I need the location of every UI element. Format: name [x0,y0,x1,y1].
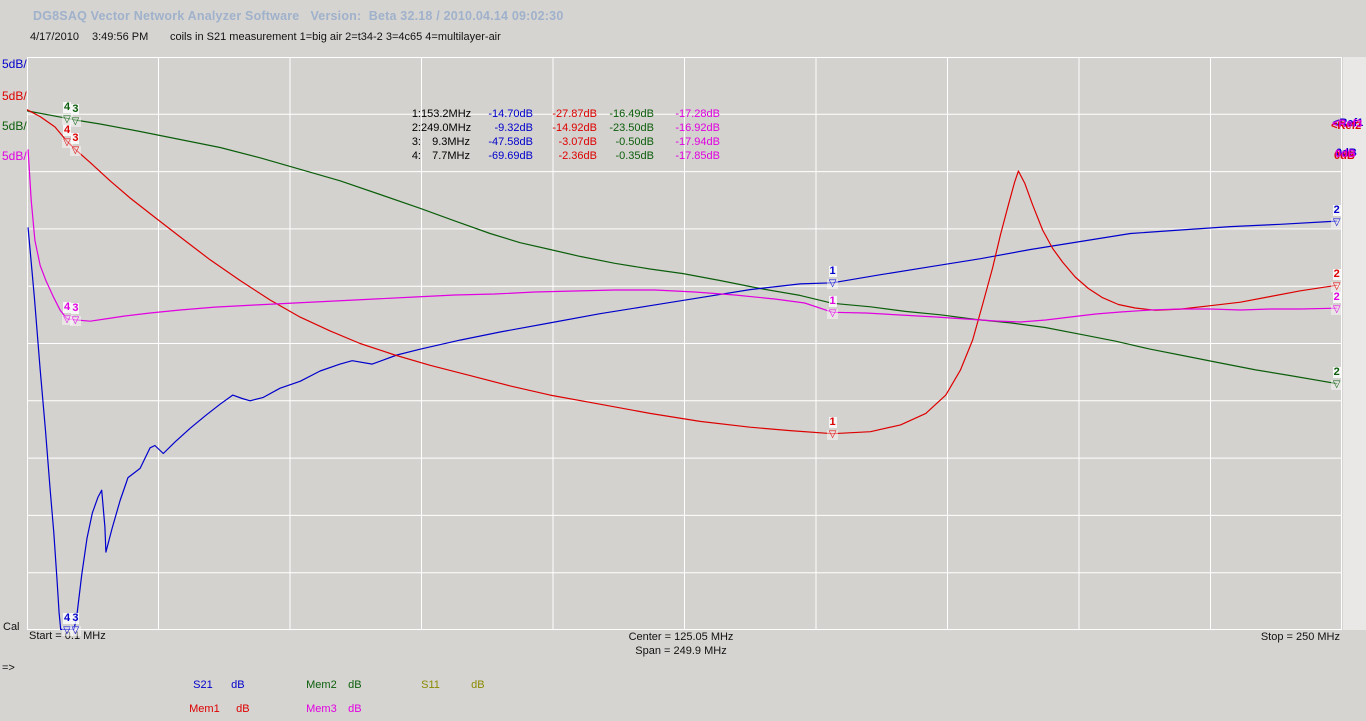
trace-mem3[interactable] [27,149,1338,323]
marker-index: 4: [411,150,421,162]
ref-level-label-trace1[interactable]: <Ref1 0dB [1333,98,1363,168]
start-frequency-label[interactable]: Start = 0.1 MHz [29,630,106,642]
marker-value: -17.94dB [675,136,720,148]
trace-unit-mem3[interactable]: dB [348,703,362,715]
trace-unit-mem2[interactable]: dB [348,679,362,691]
sweep-comment: coils in S21 measurement 1=big air 2=t34… [170,31,501,43]
ref-level-label-trace2[interactable]: <Ref2 0dB [1331,101,1361,171]
ref-db-label: 0dB [1335,148,1356,160]
trace-s21[interactable] [27,220,1338,630]
marker-value: -0.50dB [615,136,654,148]
marker-value: -17.28dB [675,108,720,120]
timestamp-time: 3:49:56 PM [92,31,149,43]
marker-frequency: 153.2MHz [421,108,472,120]
legend-item-mem3: Mem3 dB [300,691,362,715]
trace-mem1[interactable] [27,109,1338,435]
app-title: DG8SAQ Vector Network Analyzer Software … [33,9,564,23]
marker-value: -3.07dB [558,136,597,148]
scale-label-mem2[interactable]: 5dB/ [2,119,27,133]
marker-value: -2.36dB [558,150,597,162]
marker-value: -16.92dB [675,122,720,134]
trace-name-mem1[interactable]: Mem1 [189,703,220,715]
scale-label-mem3[interactable]: 5dB/ [2,149,27,163]
marker-value: -9.32dB [494,122,533,134]
marker-frequency: 9.3MHz [432,136,470,148]
marker-index: 3: [411,136,421,148]
span-frequency-label[interactable]: Span = 249.9 MHz [635,645,727,657]
legend-item-s11: S11 dB [415,667,485,691]
marker-value: -14.70dB [488,108,533,120]
timestamp-date: 4/17/2010 [30,31,79,43]
scale-label-mem1[interactable]: 5dB/ [2,89,27,103]
trace-name-mem2[interactable]: Mem2 [306,679,337,691]
ref-db-label: 0dB [1336,147,1357,159]
marker-frequency: 249.0MHz [421,122,472,134]
ref-arrow-label: <Ref3 [1332,118,1363,130]
marker-index: 2: [411,122,421,134]
trace-mem2[interactable] [27,110,1338,385]
stop-frequency-label[interactable]: Stop = 250 MHz [1260,631,1340,643]
marker-value: -17.85dB [675,150,720,162]
marker-value: -47.58dB [488,136,533,148]
marker-value: -23.50dB [609,122,654,134]
trace-name-s21[interactable]: S21 [193,679,213,691]
trace-unit-s11[interactable]: dB [471,679,485,691]
trace-name-mem3[interactable]: Mem3 [306,703,337,715]
ref-arrow-label: <Ref1 [1333,117,1364,129]
marker-value: -69.69dB [488,150,533,162]
scale-label-s21[interactable]: 5dB/ [2,57,27,71]
marker-value: -0.35dB [615,150,654,162]
command-prompt-indicator: => [2,662,15,674]
trace-name-s11[interactable]: S11 [421,679,440,691]
right-margin-strip [1343,57,1366,630]
center-frequency-label[interactable]: Center = 125.05 MHz [628,631,734,643]
trace-unit-s21[interactable]: dB [231,679,245,691]
legend-item-s21: S21 dB [187,667,245,691]
marker-index: 1: [411,108,421,120]
marker-value: -16.49dB [609,108,654,120]
marker-frequency: 7.7MHz [432,150,470,162]
marker-value: -27.87dB [552,108,597,120]
chart-canvas[interactable] [27,57,1342,630]
ref-db-label: 0dB [1334,150,1355,162]
marker-value: -14.92dB [552,122,597,134]
ref-arrow-label: <Ref2 [1331,120,1362,132]
plot-border [27,57,1342,630]
ref-level-label-trace3[interactable]: <Ref3 0dB [1332,99,1362,169]
trace-unit-mem1[interactable]: dB [236,703,250,715]
legend-item-mem1: Mem1 dB [183,691,250,715]
cal-indicator: Cal [3,621,20,633]
legend-item-mem2: Mem2 dB [300,667,362,691]
